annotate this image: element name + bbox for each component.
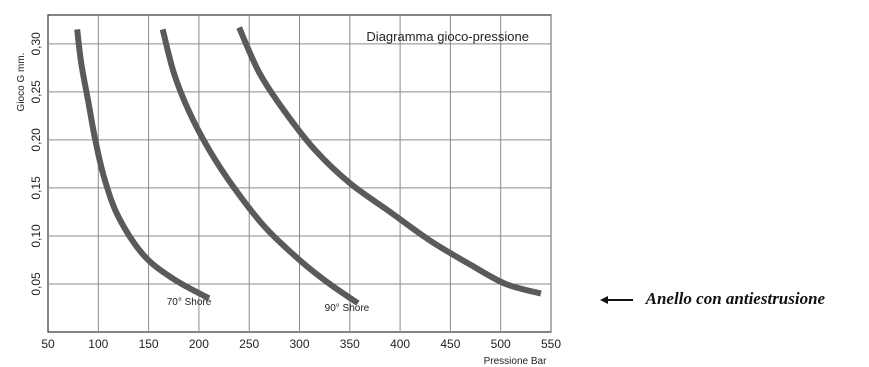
y-axis-label: Gioco G mm. (16, 53, 27, 112)
curves-layer (74, 26, 542, 306)
series-line-2 (159, 28, 360, 306)
x-tick-label: 500 (491, 337, 511, 351)
curve-label-1: 70° Shore (167, 297, 212, 308)
x-tick-label: 450 (440, 337, 460, 351)
x-tick-label: 350 (340, 337, 360, 351)
x-tick-label: 550 (541, 337, 561, 351)
x-tick-label: 150 (139, 337, 159, 351)
y-tick-label: 0,10 (29, 224, 43, 248)
x-tick-label: 400 (390, 337, 410, 351)
series-line-1 (74, 29, 211, 302)
x-axis-label: Pressione Bar (484, 356, 547, 367)
y-tick-label: 0,20 (29, 128, 43, 152)
side-note-text: Anello con antiestrusione (645, 289, 826, 308)
x-tick-label: 100 (88, 337, 108, 351)
x-tick-label: 300 (289, 337, 309, 351)
arrow-left-icon (600, 296, 633, 305)
grid-layer (47, 14, 552, 333)
y-tick-label: 0,05 (29, 272, 43, 296)
curve-label-2: 90° Shore (325, 303, 370, 314)
labels-layer: 50 100 150 200 250 300 350 400 450 500 550 0,05 0,10… (16, 29, 561, 367)
y-tick-label: 0,15 (29, 176, 43, 200)
x-tick-label: 250 (239, 337, 259, 351)
side-note: Anello con antiestrusione (600, 289, 825, 309)
series-line-3 (236, 26, 542, 297)
chart-title: Diagramma gioco-pressione (366, 29, 529, 44)
y-tick-label: 0,30 (29, 32, 43, 56)
x-tick-label: 200 (189, 337, 209, 351)
y-tick-label: 0,25 (29, 80, 43, 104)
x-tick-label: 50 (41, 337, 55, 351)
